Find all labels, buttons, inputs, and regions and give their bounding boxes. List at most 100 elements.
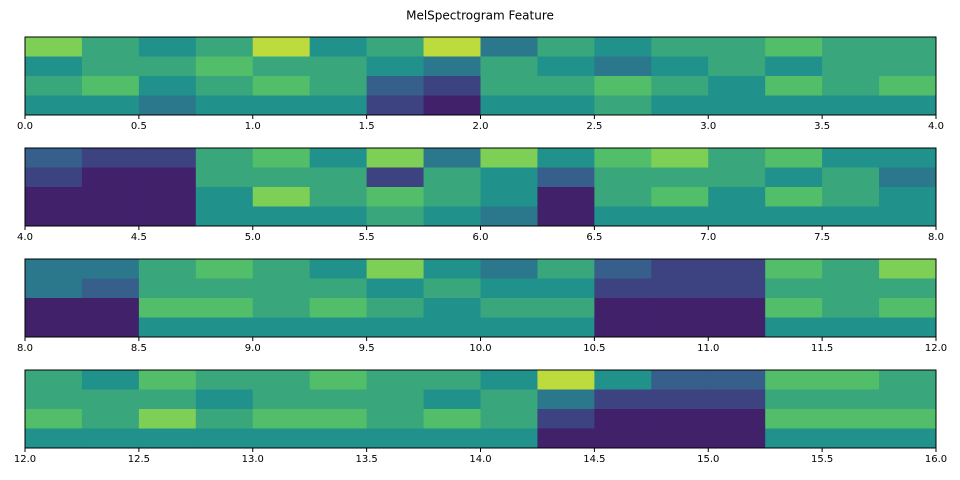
heatmap-cell xyxy=(480,37,538,57)
heatmap-cell xyxy=(252,317,311,338)
heatmap-cell xyxy=(309,259,368,279)
x-tick-label: 6.0 xyxy=(473,232,489,243)
heatmap-cell xyxy=(81,206,140,227)
heatmap-cell xyxy=(651,428,709,449)
heatmap-cell xyxy=(366,278,425,299)
heatmap-cell xyxy=(594,187,652,207)
heatmap-cell xyxy=(708,370,766,390)
heatmap-cell xyxy=(252,167,311,188)
heatmap-cell xyxy=(195,206,254,227)
heatmap-cell xyxy=(138,428,197,449)
heatmap-cell xyxy=(309,428,368,449)
heatmap-cell xyxy=(423,148,481,168)
heatmap-cell xyxy=(765,298,823,318)
heatmap-cell xyxy=(423,206,481,227)
heatmap-cell xyxy=(594,389,652,410)
heatmap-cell xyxy=(309,317,368,338)
heatmap-cell xyxy=(81,187,140,207)
heatmap-cell xyxy=(708,148,766,168)
heatmap-cell xyxy=(25,370,83,390)
heatmap-cell xyxy=(423,56,481,77)
heatmap-cell xyxy=(309,370,368,390)
heatmap-cell xyxy=(651,298,709,318)
heatmap-cell xyxy=(423,298,481,318)
heatmap-cell xyxy=(879,317,937,338)
heatmap-cell xyxy=(480,409,538,429)
heatmap-cell xyxy=(651,409,709,429)
heatmap-cell xyxy=(423,187,481,207)
heatmap-cell xyxy=(765,76,823,96)
heatmap-cell xyxy=(25,76,83,96)
heatmap-cell xyxy=(480,298,538,318)
heatmap-cell xyxy=(480,428,538,449)
heatmap-cell xyxy=(309,148,368,168)
heatmap-cell xyxy=(81,409,140,429)
heatmap-cell xyxy=(537,56,595,77)
heatmap-cell xyxy=(138,278,197,299)
heatmap-cell xyxy=(708,428,766,449)
x-tick-label: 10.5 xyxy=(583,343,605,354)
heatmap-cell xyxy=(423,37,481,57)
heatmap-cell xyxy=(25,428,83,449)
heatmap-cell xyxy=(366,409,425,429)
heatmap-cell xyxy=(366,56,425,77)
heatmap-cell xyxy=(366,76,425,96)
heatmap-cell xyxy=(765,167,823,188)
heatmap-cell xyxy=(765,409,823,429)
heatmap-cell xyxy=(879,56,937,77)
heatmap-cell xyxy=(594,206,652,227)
x-tick-label: 9.5 xyxy=(359,343,375,354)
heatmap-cell xyxy=(822,206,880,227)
heatmap-cell xyxy=(423,317,481,338)
heatmap-cell xyxy=(537,298,595,318)
heatmap-cell xyxy=(138,206,197,227)
heatmap-cell xyxy=(708,259,766,279)
heatmap-cell xyxy=(309,278,368,299)
heatmap-cell xyxy=(765,56,823,77)
heatmap-cell xyxy=(81,317,140,338)
chart-title: MelSpectrogram Feature xyxy=(406,9,554,23)
heatmap-cell xyxy=(480,76,538,96)
x-tick-label: 5.0 xyxy=(245,232,261,243)
heatmap-cell xyxy=(25,298,83,318)
heatmap-cell xyxy=(25,206,83,227)
heatmap-cell xyxy=(651,56,709,77)
heatmap-cell xyxy=(765,95,823,116)
heatmap-cell xyxy=(594,317,652,338)
heatmap-cell xyxy=(25,259,83,279)
heatmap-cell xyxy=(195,278,254,299)
x-tick-label: 15.5 xyxy=(811,454,833,465)
heatmap-cell xyxy=(708,56,766,77)
heatmap-cell xyxy=(81,95,140,116)
heatmap-cell xyxy=(423,389,481,410)
heatmap-cell xyxy=(309,298,368,318)
heatmap-cell xyxy=(366,37,425,57)
heatmap-cell xyxy=(195,76,254,96)
heatmap-cell xyxy=(252,95,311,116)
heatmap-cell xyxy=(81,389,140,410)
heatmap-cell xyxy=(423,409,481,429)
heatmap-cell xyxy=(822,56,880,77)
heatmap-cell xyxy=(480,95,538,116)
heatmap-cell xyxy=(252,278,311,299)
heatmap-cell xyxy=(537,409,595,429)
heatmap-cell xyxy=(423,259,481,279)
heatmap-cell xyxy=(537,278,595,299)
heatmap-cell xyxy=(879,148,937,168)
heatmap-cell xyxy=(594,259,652,279)
heatmap-cell xyxy=(537,389,595,410)
heatmap-cell xyxy=(366,148,425,168)
heatmap-cell xyxy=(822,259,880,279)
x-tick-label: 1.5 xyxy=(359,121,375,132)
heatmap-cell xyxy=(651,278,709,299)
heatmap-cell xyxy=(765,370,823,390)
heatmap-cell xyxy=(195,148,254,168)
heatmap-cell xyxy=(879,95,937,116)
heatmap-cell xyxy=(366,259,425,279)
heatmap-cell xyxy=(25,56,83,77)
heatmap-cell xyxy=(25,278,83,299)
heatmap-cell xyxy=(138,259,197,279)
heatmap-cell xyxy=(252,37,311,57)
heatmap-cell xyxy=(594,278,652,299)
heatmap-cell xyxy=(423,167,481,188)
